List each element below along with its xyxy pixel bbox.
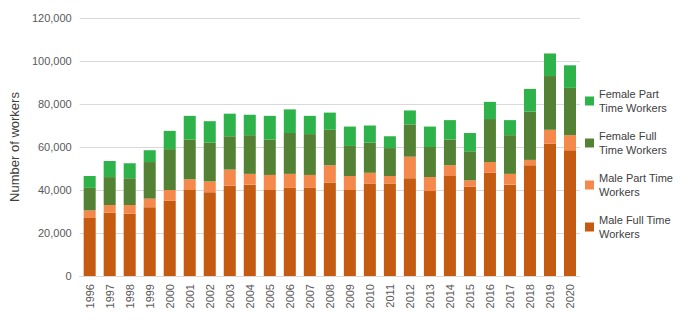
svg-text:Workers: Workers <box>599 186 640 198</box>
svg-text:1999: 1999 <box>144 284 156 308</box>
svg-text:2000: 2000 <box>164 284 176 308</box>
svg-text:1998: 1998 <box>124 284 136 308</box>
svg-text:Number of workers: Number of workers <box>7 92 22 202</box>
svg-text:2020: 2020 <box>564 284 576 308</box>
svg-text:2012: 2012 <box>404 284 416 308</box>
svg-text:2008: 2008 <box>324 284 336 308</box>
svg-text:Workers: Workers <box>599 228 640 240</box>
svg-text:2019: 2019 <box>544 284 556 308</box>
svg-text:2002: 2002 <box>204 284 216 308</box>
svg-text:Female Full: Female Full <box>599 130 660 142</box>
svg-text:40,000: 40,000 <box>38 184 72 196</box>
svg-text:2015: 2015 <box>464 284 476 308</box>
svg-text:Time Workers: Time Workers <box>599 102 667 114</box>
svg-text:2010: 2010 <box>364 284 376 308</box>
svg-text:2006: 2006 <box>284 284 296 308</box>
svg-text:120,000: 120,000 <box>32 12 72 24</box>
svg-text:Time Workers: Time Workers <box>599 144 667 156</box>
svg-text:Male Part Time: Male Part Time <box>599 172 676 184</box>
svg-text:60,000: 60,000 <box>38 141 72 153</box>
svg-text:2001: 2001 <box>184 284 196 308</box>
svg-text:2016: 2016 <box>484 284 496 308</box>
svg-text:20,000: 20,000 <box>38 227 72 239</box>
svg-text:2009: 2009 <box>344 284 356 308</box>
svg-text:1996: 1996 <box>84 284 96 308</box>
svg-text:2017: 2017 <box>504 284 516 308</box>
svg-text:2018: 2018 <box>524 284 536 308</box>
svg-text:2007: 2007 <box>304 284 316 308</box>
svg-text:2004: 2004 <box>244 284 256 308</box>
svg-text:Male Full Time: Male Full Time <box>599 214 674 226</box>
svg-text:2013: 2013 <box>424 284 436 308</box>
svg-text:0: 0 <box>66 270 72 282</box>
svg-text:100,000: 100,000 <box>32 55 72 67</box>
svg-text:2014: 2014 <box>444 284 456 308</box>
svg-text:80,000: 80,000 <box>38 98 72 110</box>
svg-text:2003: 2003 <box>224 284 236 308</box>
svg-text:2011: 2011 <box>384 284 396 308</box>
svg-text:Female Part: Female Part <box>599 88 662 100</box>
svg-text:1997: 1997 <box>104 284 116 308</box>
svg-text:2005: 2005 <box>264 284 276 308</box>
